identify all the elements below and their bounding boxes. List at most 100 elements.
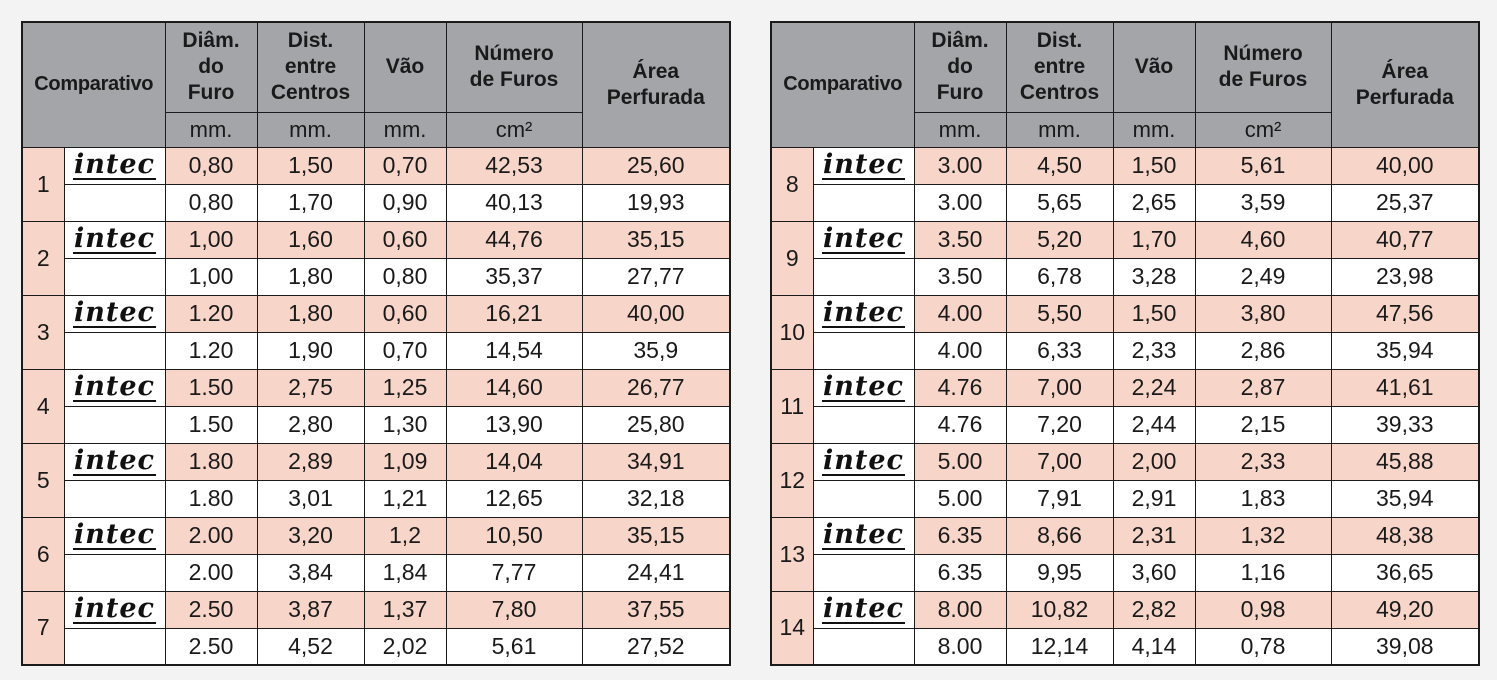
- competitor-cell: [812, 331, 915, 370]
- cell-vao: 2,31: [1112, 516, 1196, 555]
- cell-numero-furos: 3,59: [1194, 183, 1332, 222]
- cell-numero-furos: 42,53: [445, 146, 583, 185]
- table-row: 7 intec 2.50 3,87 1,37 7,80 37,55: [21, 590, 731, 666]
- cell-numero-furos: 14,54: [445, 331, 583, 370]
- cell-numero-furos: 35,37: [445, 257, 583, 296]
- cell-numero-furos: 44,76: [445, 220, 583, 259]
- cell-vao: 0,60: [363, 220, 447, 259]
- comparison-number: 7: [21, 590, 65, 666]
- cell-distancia: 5,65: [1005, 183, 1114, 222]
- cell-area-perfurada: 47,56: [1330, 294, 1480, 333]
- cell-numero-furos: 16,21: [445, 294, 583, 333]
- header-distancia: Dist. entre Centros: [1005, 21, 1114, 113]
- header-distancia: Dist. entre Centros: [256, 21, 365, 113]
- cell-numero-furos: 2,86: [1194, 331, 1332, 370]
- cell-diametro: 3.50: [913, 220, 1007, 259]
- cell-numero-furos: 1,16: [1194, 553, 1332, 592]
- cell-vao: 3,28: [1112, 257, 1196, 296]
- cell-diametro: 2.50: [164, 627, 258, 666]
- brand-cell: intec: [63, 294, 166, 333]
- cell-distancia: 4,52: [256, 627, 365, 666]
- table-row: 11 intec 4.76 7,00 2,24 2,87 41,61: [770, 368, 1480, 444]
- table-row: 3.00 5,65 2,65 3,59 25,37: [771, 183, 1480, 222]
- cell-diametro: 2.00: [164, 516, 258, 555]
- cell-area-perfurada: 25,60: [581, 146, 731, 185]
- comparison-number: 12: [770, 442, 814, 518]
- header-vao: Vão: [1112, 21, 1196, 113]
- cell-diametro: 1,00: [164, 220, 258, 259]
- brand-cell: intec: [812, 220, 915, 259]
- cell-diametro: 8.00: [913, 590, 1007, 629]
- cell-area-perfurada: 26,77: [581, 368, 731, 407]
- unit-vao: mm.: [1112, 111, 1196, 148]
- cell-vao: 2,24: [1112, 368, 1196, 407]
- cell-distancia: 8,66: [1005, 516, 1114, 555]
- cell-distancia: 5,50: [1005, 294, 1114, 333]
- unit-distancia: mm.: [256, 111, 365, 148]
- cell-area-perfurada: 27,52: [581, 627, 731, 666]
- comparison-number: 2: [21, 220, 65, 296]
- cell-vao: 2,33: [1112, 331, 1196, 370]
- cell-diametro: 4.76: [913, 405, 1007, 444]
- cell-vao: 1,25: [363, 368, 447, 407]
- cell-diametro: 4.00: [913, 294, 1007, 333]
- intec-logo: intec: [73, 444, 156, 476]
- cell-distancia: 4,50: [1005, 146, 1114, 185]
- competitor-cell: [63, 257, 166, 296]
- cell-vao: 1,84: [363, 553, 447, 592]
- header-area-perfurada: Área Perfurada: [581, 21, 731, 148]
- intec-logo: intec: [73, 592, 156, 624]
- comparison-number: 4: [21, 368, 65, 444]
- cell-area-perfurada: 35,9: [581, 331, 731, 370]
- cell-distancia: 6,33: [1005, 331, 1114, 370]
- header-numero-furos: Número de Furos: [445, 21, 583, 113]
- cell-area-perfurada: 25,37: [1330, 183, 1480, 222]
- cell-distancia: 6,78: [1005, 257, 1114, 296]
- brand-cell: intec: [812, 294, 915, 333]
- cell-distancia: 5,20: [1005, 220, 1114, 259]
- table-row: 14 intec 8.00 10,82 2,82 0,98 49,20: [770, 590, 1480, 666]
- header-vao: Vão: [363, 21, 447, 113]
- table-row: 9 intec 3.50 5,20 1,70 4,60 40,77: [770, 220, 1480, 296]
- cell-vao: 2,44: [1112, 405, 1196, 444]
- cell-distancia: 2,89: [256, 442, 365, 481]
- cell-vao: 1,21: [363, 479, 447, 518]
- intec-logo: intec: [73, 370, 156, 402]
- table-header: Comparativo Diâm. do Furo Dist. entre Centro…: [21, 21, 731, 148]
- unit-numero-furos: cm²: [445, 111, 583, 148]
- cell-diametro: 1.80: [164, 442, 258, 481]
- cell-diametro: 5.00: [913, 479, 1007, 518]
- competitor-cell: [63, 479, 166, 518]
- header-comparativo: Comparativo: [770, 21, 915, 148]
- comparison-number: 8: [770, 146, 814, 222]
- cell-diametro: 6.35: [913, 553, 1007, 592]
- table-row: 5.00 7,91 2,91 1,83 35,94: [771, 479, 1480, 518]
- cell-numero-furos: 40,13: [445, 183, 583, 222]
- unit-vao: mm.: [363, 111, 447, 148]
- table-row: 10 intec 4.00 5,50 1,50 3,80 47,56: [770, 294, 1480, 370]
- header-comparativo: Comparativo: [21, 21, 166, 148]
- cell-distancia: 1,70: [256, 183, 365, 222]
- cell-distancia: 7,91: [1005, 479, 1114, 518]
- cell-vao: 2,02: [363, 627, 447, 666]
- comparison-number: 11: [770, 368, 814, 444]
- cell-numero-furos: 7,77: [445, 553, 583, 592]
- cell-area-perfurada: 49,20: [1330, 590, 1480, 629]
- table-row: 1.80 3,01 1,21 12,65 32,18: [22, 479, 731, 518]
- cell-diametro: 0,80: [164, 146, 258, 185]
- unit-diametro: mm.: [913, 111, 1007, 148]
- cell-numero-furos: 14,60: [445, 368, 583, 407]
- table-row: 1,00 1,80 0,80 35,37 27,77: [22, 257, 731, 296]
- cell-distancia: 10,82: [1005, 590, 1114, 629]
- intec-logo: intec: [822, 592, 905, 624]
- table-row: 3.50 6,78 3,28 2,49 23,98: [771, 257, 1480, 296]
- cell-area-perfurada: 41,61: [1330, 368, 1480, 407]
- brand-cell: intec: [63, 368, 166, 407]
- cell-distancia: 1,60: [256, 220, 365, 259]
- table-row: 5 intec 1.80 2,89 1,09 14,04 34,91: [21, 442, 731, 518]
- cell-area-perfurada: 39,33: [1330, 405, 1480, 444]
- cell-vao: 0,80: [363, 257, 447, 296]
- intec-logo: intec: [822, 222, 905, 254]
- cell-vao: 2,65: [1112, 183, 1196, 222]
- cell-vao: 1,2: [363, 516, 447, 555]
